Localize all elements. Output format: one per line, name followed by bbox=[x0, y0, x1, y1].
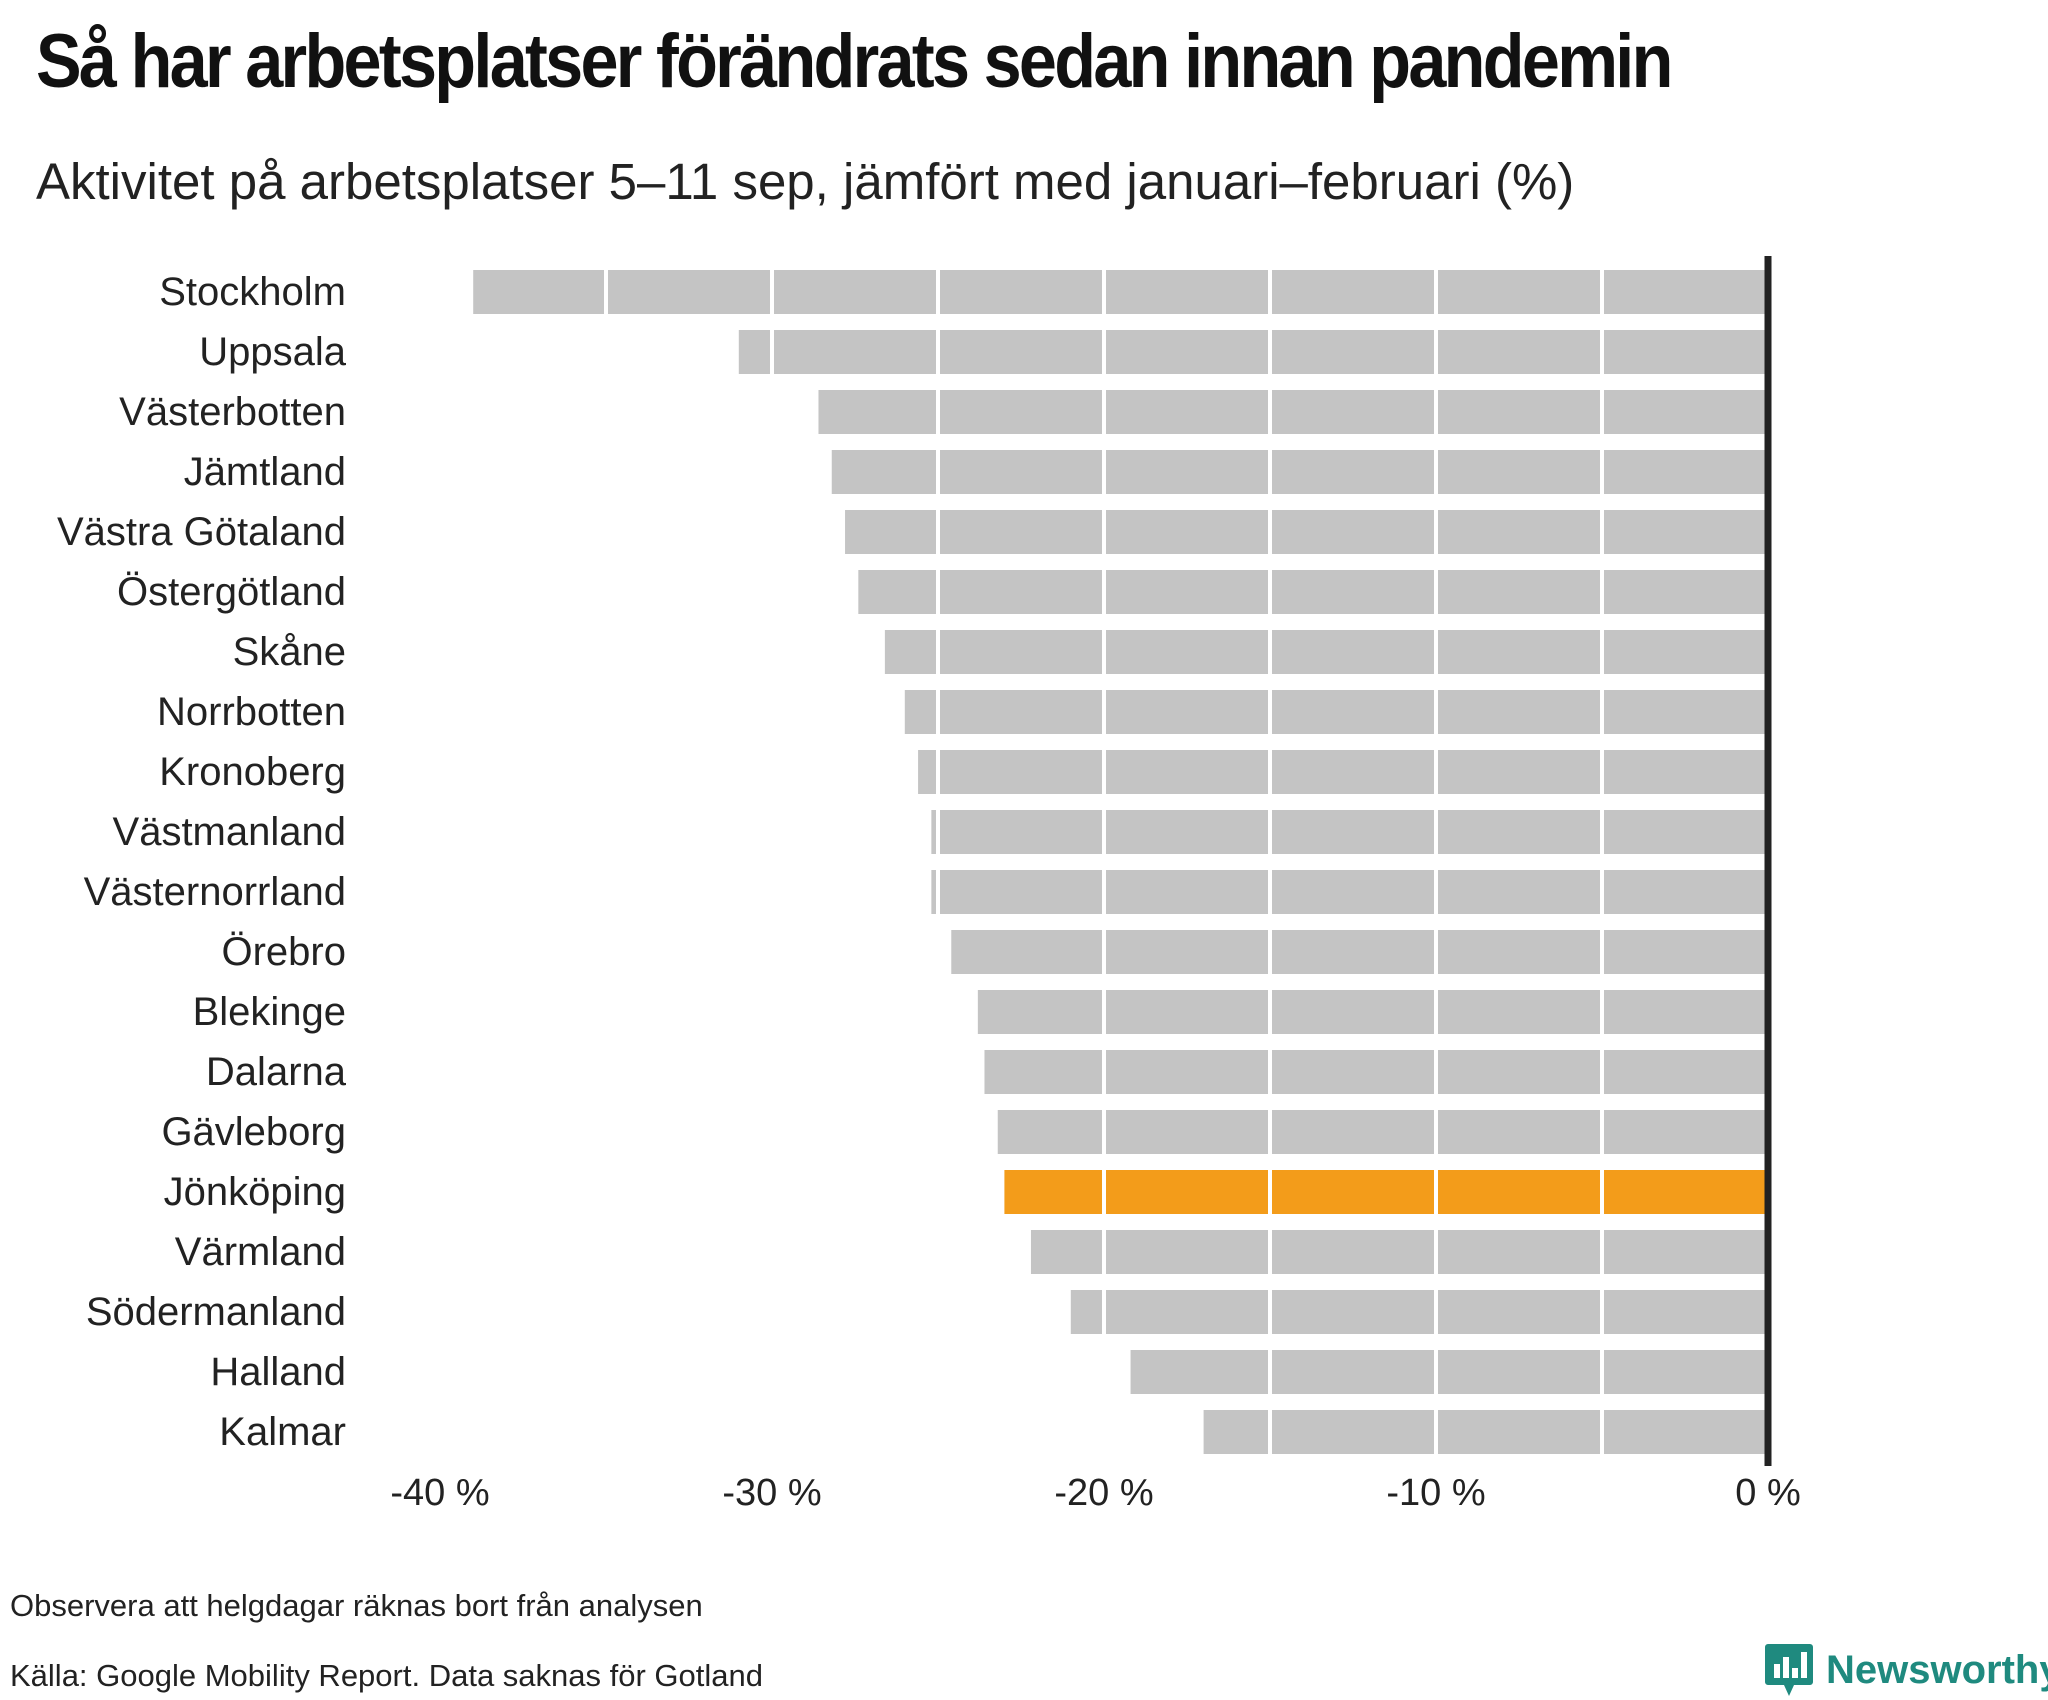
x-tick-label: -40 % bbox=[390, 1472, 489, 1514]
bar-sodermanland bbox=[1070, 1290, 1768, 1334]
chart-subtitle: Aktivitet på arbetsplatser 5–11 sep, jäm… bbox=[36, 153, 1575, 210]
newsworthy-logo-icon bbox=[1765, 1644, 1813, 1696]
bar-gavleborg bbox=[997, 1110, 1768, 1154]
x-tick-labels-group: -40 % -30 % -20 % -10 % 0 % bbox=[390, 1472, 1800, 1514]
category-label-uppsala: Uppsala bbox=[199, 330, 347, 374]
category-label-varmland: Värmland bbox=[175, 1230, 346, 1274]
bar-blekinge bbox=[977, 990, 1768, 1034]
bar-halland bbox=[1130, 1350, 1768, 1394]
x-tick-label: -30 % bbox=[722, 1472, 821, 1514]
bar-skane bbox=[884, 630, 1768, 674]
brand-name: Newsworthy bbox=[1826, 1647, 2048, 1692]
gridlines-group bbox=[604, 266, 1604, 1458]
bars-group bbox=[473, 270, 1769, 1454]
bar-vastmanland bbox=[931, 810, 1768, 854]
bar-kalmar bbox=[1203, 1410, 1768, 1454]
category-label-kronoberg: Kronoberg bbox=[159, 750, 346, 794]
bar-vasternorrland bbox=[931, 870, 1768, 914]
category-labels-group: Stockholm Uppsala Västerbotten Jämtland Väst… bbox=[57, 270, 347, 1454]
category-label-jonkoping: Jönköping bbox=[164, 1170, 346, 1214]
category-label-norrbotten: Norrbotten bbox=[157, 690, 346, 734]
category-label-jamtland: Jämtland bbox=[184, 450, 346, 494]
bar-vastra-gotaland bbox=[845, 510, 1768, 554]
category-label-orebro: Örebro bbox=[222, 930, 347, 974]
category-label-vastra-gotaland: Västra Götaland bbox=[57, 510, 346, 554]
category-label-blekinge: Blekinge bbox=[193, 990, 346, 1034]
bar-jonkoping bbox=[1004, 1170, 1768, 1214]
bar-vasterbotten bbox=[818, 390, 1768, 434]
bar-kronoberg bbox=[918, 750, 1768, 794]
bar-uppsala bbox=[738, 330, 1768, 374]
x-tick-label: -10 % bbox=[1386, 1472, 1485, 1514]
category-label-vastmanland: Västmanland bbox=[113, 810, 346, 854]
category-label-sodermanland: Södermanland bbox=[86, 1290, 346, 1334]
category-label-skane: Skåne bbox=[233, 630, 346, 674]
category-label-vasterbotten: Västerbotten bbox=[119, 390, 346, 434]
category-label-dalarna: Dalarna bbox=[206, 1050, 347, 1094]
category-label-gavleborg: Gävleborg bbox=[161, 1110, 346, 1154]
bar-ostergotland bbox=[858, 570, 1768, 614]
bar-stockholm bbox=[473, 270, 1769, 314]
bar-dalarna bbox=[984, 1050, 1768, 1094]
brand-logo: Newsworthy bbox=[1764, 1640, 2048, 1700]
category-label-ostergotland: Östergötland bbox=[117, 570, 346, 614]
chart-title: Så har arbetsplatser förändrats sedan in… bbox=[36, 19, 1673, 104]
category-label-stockholm: Stockholm bbox=[159, 270, 346, 314]
x-tick-label: 0 % bbox=[1735, 1472, 1800, 1514]
source-note: Källa: Google Mobility Report. Data sakn… bbox=[10, 1658, 763, 1693]
category-label-kalmar: Kalmar bbox=[219, 1410, 346, 1454]
x-tick-label: -20 % bbox=[1054, 1472, 1153, 1514]
bar-norrbotten bbox=[904, 690, 1768, 734]
bar-chart: Stockholm Uppsala Västerbotten Jämtland Väst… bbox=[57, 256, 1801, 1514]
bar-varmland bbox=[1030, 1230, 1768, 1274]
footnote: Observera att helgdagar räknas bort från… bbox=[10, 1588, 703, 1623]
bar-jamtland bbox=[831, 450, 1768, 494]
category-label-halland: Halland bbox=[210, 1350, 346, 1394]
bar-orebro bbox=[951, 930, 1768, 974]
category-label-vasternorrland: Västernorrland bbox=[84, 870, 346, 914]
